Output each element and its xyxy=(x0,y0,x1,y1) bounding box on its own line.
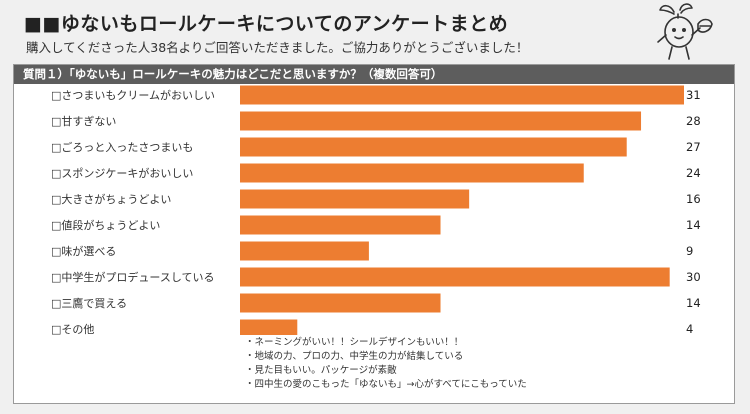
survey-panel: 質問１）「ゆないも」ロールケーキの魅力はどこだと思いますか？（複数回答可） □さ… xyxy=(13,64,735,404)
category-label: □中学生がプロデュースしている xyxy=(51,270,215,284)
bar xyxy=(240,137,627,157)
bar xyxy=(240,267,670,287)
bar xyxy=(240,241,369,261)
bar xyxy=(240,215,441,235)
category-label: □三鷹で買える xyxy=(51,296,127,310)
category-label: □さつまいもクリームがおいしい xyxy=(51,88,215,102)
value-label: 16 xyxy=(686,192,701,206)
category-label: □その他 xyxy=(51,323,94,335)
value-label: 4 xyxy=(686,322,693,335)
bar xyxy=(240,85,684,105)
page-header: ■■ゆないもロールケーキについてのアンケートまとめ 購入してくださった人38名よ… xyxy=(0,0,750,64)
comment-item: ・ネーミングがいい！！シールデザインもいい！！ xyxy=(245,337,464,348)
bar xyxy=(240,111,642,131)
category-label: □大きさがちょうどよい xyxy=(51,192,171,206)
page-subtitle: 購入してくださった人38名よりご回答いただきました。ご協力ありがとうございました… xyxy=(26,40,529,55)
sweet-potato-mascot-icon xyxy=(657,3,713,60)
value-label: 9 xyxy=(686,244,693,258)
value-label: 14 xyxy=(686,218,701,232)
value-label: 24 xyxy=(686,166,701,180)
category-label: □味が選べる xyxy=(51,244,116,258)
value-label: 27 xyxy=(686,140,701,154)
category-label: □値段がちょうどよい xyxy=(51,218,160,232)
bar xyxy=(240,293,441,313)
comments-list: ・ネーミングがいい！！シールデザインもいい！！ ・地域の力、プロの力、中学生の力… xyxy=(245,336,705,392)
category-label: □ごろっと入ったさつまいも xyxy=(51,140,193,154)
category-label: □甘すぎない xyxy=(51,114,116,128)
page-title: ■■ゆないもロールケーキについてのアンケートまとめ xyxy=(24,13,509,35)
category-label: □スポンジケーキがおいしい xyxy=(51,166,193,180)
question-header: 質問１）「ゆないも」ロールケーキの魅力はどこだと思いますか？（複数回答可） xyxy=(14,65,734,84)
value-label: 28 xyxy=(686,114,701,128)
value-label: 31 xyxy=(686,88,701,102)
value-label: 30 xyxy=(686,270,701,284)
bar xyxy=(240,319,298,335)
comment-item: ・地域の力、プロの力、中学生の力が結集している xyxy=(245,351,464,362)
bar xyxy=(240,189,470,209)
comment-item: ・四中生の愛のこもった「ゆないも」→心がすべてにこもっていた xyxy=(245,379,527,390)
bar-chart: □さつまいもクリームがおいしい 31 □甘すぎない 28 □ごろっと入ったさつまいも 27… xyxy=(51,85,701,335)
bar xyxy=(240,163,584,183)
comment-item: ・見た目もいい。パッケージが素敵 xyxy=(245,365,397,376)
value-label: 14 xyxy=(686,296,701,310)
